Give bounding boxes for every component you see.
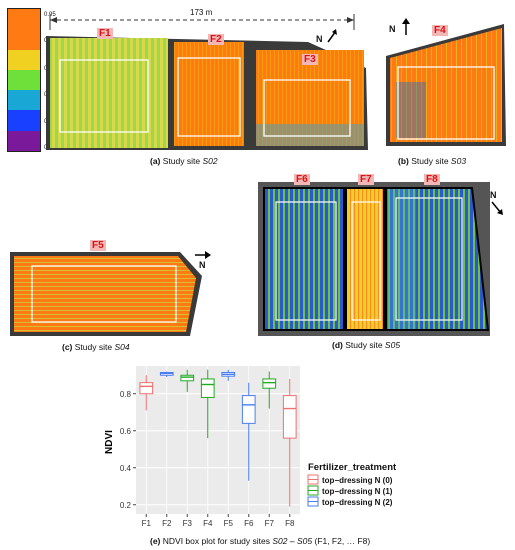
x-tick-label: F1 (142, 519, 152, 528)
y-tick-label: 0.6 (120, 427, 132, 436)
x-tick-label: F7 (265, 519, 275, 528)
site-s02-image (46, 36, 368, 150)
north-label: N (316, 34, 323, 44)
legend-title: Fertilizer_treatment (308, 462, 397, 473)
box-body (241, 395, 256, 424)
colorbar-swatch (8, 29, 40, 50)
scale-label: 173 m (188, 8, 215, 17)
site-s04-image (10, 252, 202, 336)
colorbar-swatch (8, 90, 40, 111)
plot-label-f6: F6 (294, 174, 310, 185)
y-axis: 0.2 0.4 0.6 0.8 (120, 390, 136, 510)
y-axis-label: NDVI (104, 430, 115, 454)
chart-legend: Fertilizer_treatment top−dressing N (0) to… (307, 462, 397, 507)
ndvi-boxplot: 0.2 0.4 0.6 0.8 F1 F2 F3 F4 F5 F6 F7 F8 NDVI Ferti… (104, 366, 397, 528)
plot-label-f4: F4 (432, 25, 448, 36)
legend-label: top−dressing N (2) (322, 498, 393, 507)
north-arrow-icon (491, 201, 503, 215)
box-body (282, 395, 297, 439)
box-f3 (180, 369, 195, 392)
y-tick-label: 0.4 (120, 464, 132, 473)
plot-label-f8: F8 (424, 174, 440, 185)
box-f1 (139, 375, 154, 411)
y-tick-label: 0.2 (120, 501, 132, 510)
plot-label-f2: F2 (208, 34, 224, 45)
plot-panel (136, 366, 300, 514)
plot-label-f5: F5 (90, 240, 106, 251)
colorbar-swatch (8, 49, 40, 70)
scale-bar (49, 14, 355, 30)
box-f4 (200, 369, 215, 439)
box-f5 (221, 369, 236, 381)
ndvi-colorbar (7, 8, 41, 152)
legend-item: top−dressing N (1) (307, 485, 393, 496)
x-tick-label: F4 (203, 519, 213, 528)
box-body (200, 378, 215, 398)
x-tick-label: F8 (285, 519, 295, 528)
caption-c: (c) Study site S04 (62, 342, 130, 352)
legend-item: top−dressing N (2) (307, 496, 393, 507)
plot-label-f7: F7 (358, 174, 374, 185)
north-arrow-icon (402, 18, 410, 35)
plot-label-f1: F1 (97, 28, 113, 39)
site-s05-image (258, 182, 490, 336)
colorbar-swatch (8, 110, 40, 131)
box-f8 (282, 378, 297, 507)
plot-boxes (139, 369, 297, 507)
caption-d: (d) Study site S05 (332, 340, 401, 350)
x-tick-label: F2 (162, 519, 172, 528)
north-label: N (490, 190, 497, 200)
box-body (139, 382, 154, 395)
box-body (262, 378, 277, 389)
legend-label: top−dressing N (1) (322, 487, 393, 496)
colorbar-swatch (8, 9, 40, 30)
north-label: N (389, 24, 396, 34)
colorbar-swatch (8, 130, 40, 151)
north-arrow-icon (195, 251, 211, 259)
plot-label-f3: F3 (302, 54, 318, 65)
caption-b: (b) Study site S03 (398, 156, 467, 166)
box-f2 (159, 371, 174, 378)
caption-e: (e) NDVI box plot for study sites S02 – … (150, 536, 371, 546)
x-tick-label: F6 (244, 519, 254, 528)
box-f6 (241, 382, 256, 481)
box-f7 (262, 371, 277, 409)
colorbar-swatch (8, 69, 40, 91)
legend-label: top−dressing N (0) (322, 476, 393, 485)
x-tick-label: F5 (224, 519, 234, 528)
caption-a: (a) Study site S02 (150, 156, 218, 166)
site-s03-image (386, 24, 506, 146)
x-tick-label: F3 (183, 519, 193, 528)
north-label: N (199, 260, 206, 270)
y-tick-label: 0.8 (120, 390, 132, 399)
box-body (180, 374, 195, 382)
x-axis: F1 F2 F3 F4 F5 F6 F7 F8 (142, 514, 295, 528)
legend-item: top−dressing N (0) (307, 474, 393, 485)
north-arrow-icon (327, 29, 337, 43)
